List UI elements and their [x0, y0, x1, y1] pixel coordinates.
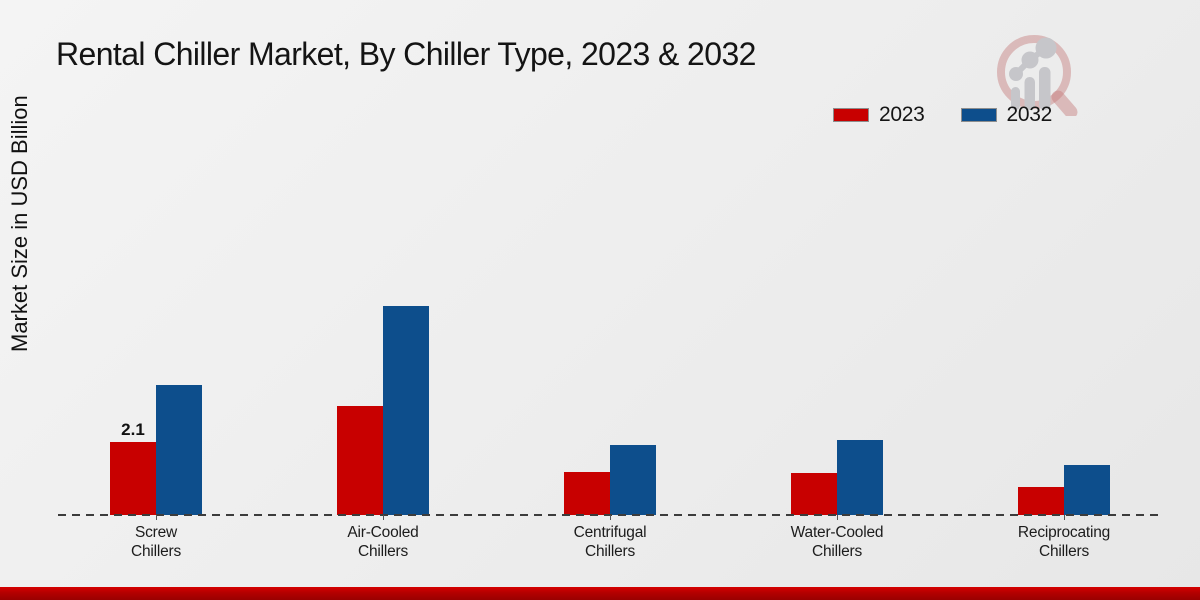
magnifier-trend-logo-icon — [997, 35, 1078, 116]
bar-2032-centrifugal-chillers — [610, 445, 656, 515]
bar-2023-reciprocating-chillers — [1018, 487, 1064, 515]
bar-2023-centrifugal-chillers — [564, 471, 610, 515]
axis-tick-screw-chillers — [156, 515, 157, 520]
legend-label-2023: 2023 — [879, 103, 925, 126]
category-label-air-cooled-chillers: Air-Cooled Chillers — [347, 524, 419, 560]
bar-2023-water-cooled-chillers — [791, 473, 837, 515]
legend: 2023 2032 — [833, 103, 1052, 127]
category-label-centrifugal-chillers: Centrifugal Chillers — [573, 524, 647, 560]
legend-item-2023: 2023 — [833, 103, 925, 127]
axis-tick-centrifugal-chillers — [610, 515, 611, 520]
bar-2023-screw-chillers — [110, 442, 156, 515]
category-label-screw-chillers: Screw Chillers — [130, 524, 182, 560]
chart-title: Rental Chiller Market, By Chiller Type, … — [56, 36, 756, 72]
bar-2032-water-cooled-chillers — [837, 440, 883, 515]
axis-tick-reciprocating-chillers — [1064, 515, 1065, 520]
bar-2032-reciprocating-chillers — [1064, 464, 1110, 515]
category-label-water-cooled-chillers: Water-Cooled Chillers — [790, 524, 884, 560]
x-axis-baseline — [58, 514, 1159, 516]
legend-label-2032: 2032 — [1006, 103, 1053, 126]
legend-item-2032: 2032 — [960, 103, 1053, 127]
bottom-red-band — [0, 587, 1200, 600]
category-label-reciprocating-chillers: Reciprocating Chillers — [1017, 524, 1111, 560]
bar-2032-air-cooled-chillers — [383, 306, 429, 515]
axis-tick-air-cooled-chillers — [383, 515, 384, 520]
legend-swatch-2023 — [833, 108, 869, 122]
legend-swatch-2032 — [960, 108, 997, 122]
bar-value-label: 2.1 — [121, 420, 145, 439]
bar-2032-screw-chillers — [156, 384, 202, 515]
bar-2023-air-cooled-chillers — [337, 405, 383, 515]
axis-tick-water-cooled-chillers — [837, 515, 838, 520]
